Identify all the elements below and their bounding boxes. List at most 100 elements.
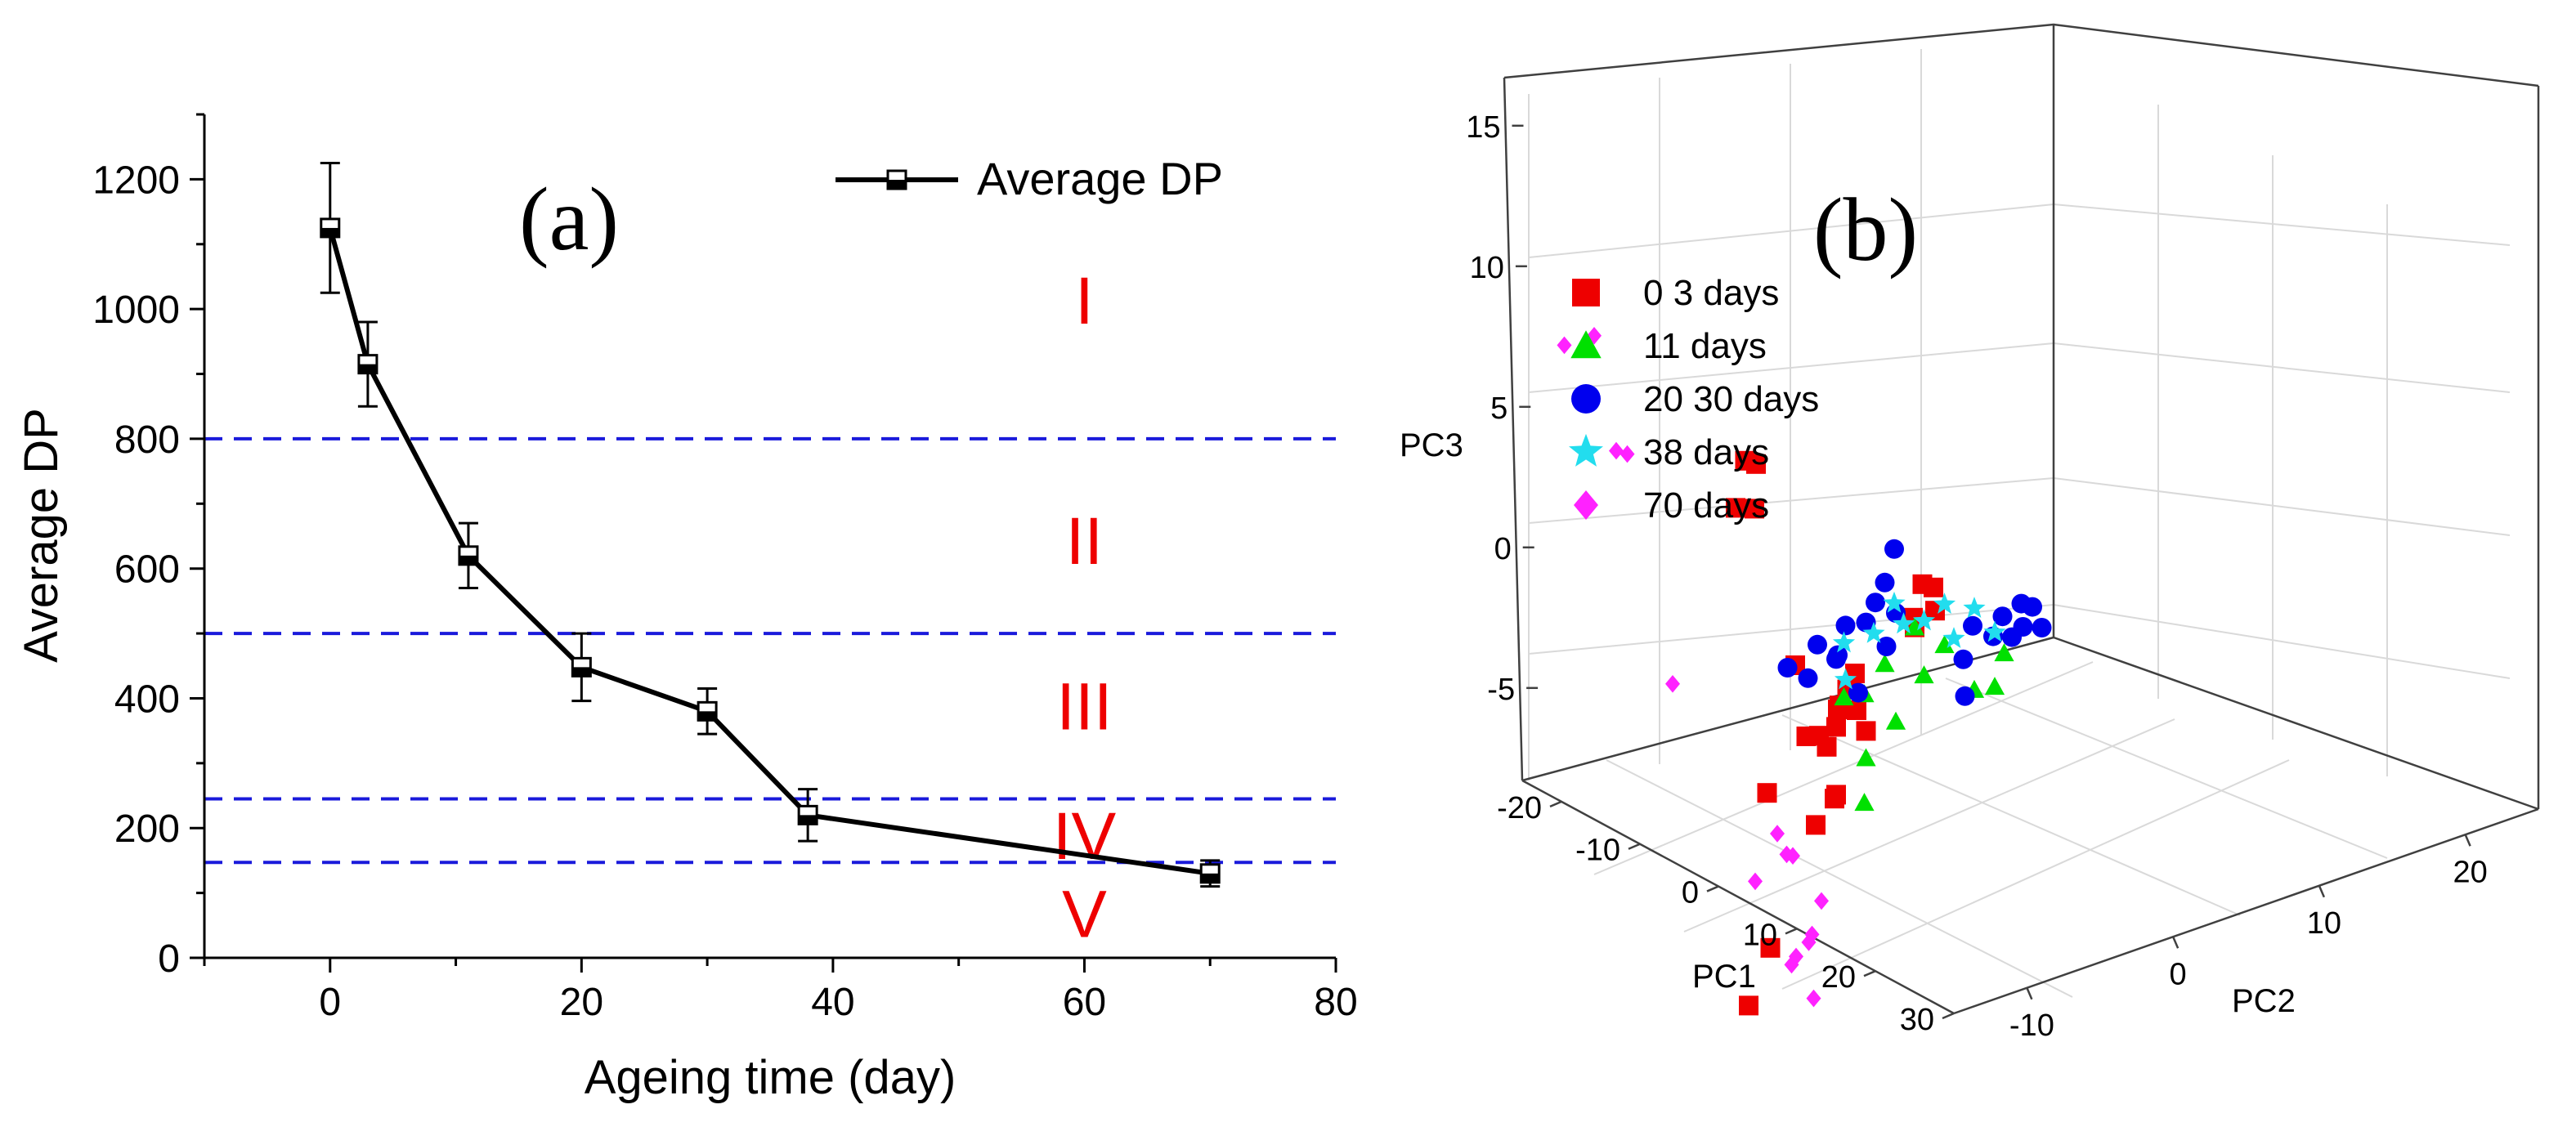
y-tick-label: 800 [114,418,180,462]
scatter-point [1789,947,1803,966]
data-point-fill [698,711,717,721]
scatter-point [1883,591,1906,613]
x-tick-label: 20 [560,981,603,1024]
data-point-fill [459,555,477,565]
legend-marker [1569,433,1603,467]
x-tick-label: 10 [1743,918,1777,952]
scatter-point [1963,597,1986,618]
legend-label: 38 days [1643,432,1769,472]
x-tick-label: 0 [1682,876,1699,910]
y-axis-title: PC2 [2232,983,2296,1019]
back-wall-grid [1528,49,2511,998]
data-point-fill [572,667,591,677]
legend-marker [1574,490,1598,520]
legend-label: 20 30 days [1643,379,1819,419]
y-tick [2026,987,2033,1000]
box-frame [1503,23,2540,1015]
scatter-point [1587,327,1602,345]
y-tick-label: 0 [2170,957,2187,991]
region-label: III [1056,669,1112,744]
x-tick [1706,885,1719,892]
scatter-point [1856,612,1876,633]
legend: Average DP [836,153,1223,204]
x-tick-label: 0 [319,981,341,1024]
x-tick [1785,928,1798,935]
scatter-point [2011,593,2032,614]
scatter-point [1914,665,1934,684]
z-tick-label: -5 [1487,673,1515,707]
scatter-point [1806,989,1821,1008]
scatter-point [1557,336,1572,355]
panel-label-a: (a) [519,169,619,269]
region-label: II [1066,504,1104,579]
x-tick-label: 30 [1900,1003,1934,1037]
scatter-point [1801,933,1817,951]
scatter-point [1983,620,2006,642]
scatter-point [1892,612,1915,634]
scatter-point [1884,539,1904,559]
scatter-point [1760,937,1781,958]
scatter-point [1814,892,1829,910]
series-average-dp [320,162,1221,888]
scatter-point [1862,621,1885,643]
z-tick-label: 0 [1494,532,1512,566]
scatter-point [1912,609,1936,631]
y-axis-title: Average DP [15,408,68,663]
scatter-point [1856,748,1876,767]
legend-marker [1570,330,1602,359]
scatter-point [1834,668,1857,690]
scatter-point [1777,658,1798,678]
panel-b-3d-scatter: -5 0 5 10 15 -20 -10 0 10 20 30 -10 0 10 20 (b) 0 3 da… [1400,23,2540,1043]
scatter-point [1620,445,1635,463]
y-tick-label: -10 [2009,1008,2054,1043]
scatter-point [1875,572,1895,593]
scatter-point [1745,499,1764,519]
legend-label: 70 days [1643,485,1769,525]
x-tick [1628,843,1641,850]
scatter-point [1866,593,1885,613]
scatter-point [1665,675,1680,693]
scatter-points [1557,327,2052,1016]
legend-label: Average DP [977,153,1223,204]
scatter-point [1808,634,1827,655]
scatter-point [1832,631,1856,653]
y-tick-label: 600 [114,548,180,592]
legend-label: 11 days [1643,326,1767,366]
y-tick-label: 400 [114,678,180,721]
x-tick-label: -20 [1497,791,1542,825]
x-tick-label: 20 [1821,960,1856,995]
scatter-point [1984,677,2005,695]
scatter-point [1770,825,1785,843]
x-tick [1942,1012,1955,1020]
scatter-point [1739,995,1758,1016]
y-tick [2318,885,2326,898]
scatter-point [2032,618,2052,637]
scatter-point [1726,498,1745,518]
scatter-point [1798,668,1818,688]
scatter-point [1963,615,1982,636]
x-tick-label: 60 [1063,981,1106,1024]
legend-marker-fill [888,180,906,189]
scatter-point [1955,686,1975,706]
scatter-point [1748,872,1763,891]
y-tick-label: 10 [2307,906,2341,941]
scatter-point [1854,793,1875,812]
z-tick-label: 10 [1470,251,1504,285]
scatter-point [1933,593,1956,614]
axis-ticks: -5 0 5 10 15 -20 -10 0 10 20 30 -10 0 10 20 [1466,110,2488,1043]
scatter-point [1796,727,1817,746]
scatter-point [1735,450,1755,471]
y-tick-label: 1000 [92,288,180,332]
x-tick [1549,800,1562,808]
scatter-point [1994,643,2014,662]
reference-lines [204,436,1336,865]
legend: 0 3 days 11 days 20 30 days 38 days 70 days [1569,273,1819,525]
scatter-point [1817,736,1837,757]
x-axis-title: PC1 [1692,959,1756,995]
scatter-point [1992,606,2013,627]
scatter-point [1885,711,1906,730]
y-tick-label: 0 [158,937,180,981]
scatter-point [2002,627,2022,647]
scatter-point [1942,627,1965,648]
region-label: IV [1053,799,1117,874]
